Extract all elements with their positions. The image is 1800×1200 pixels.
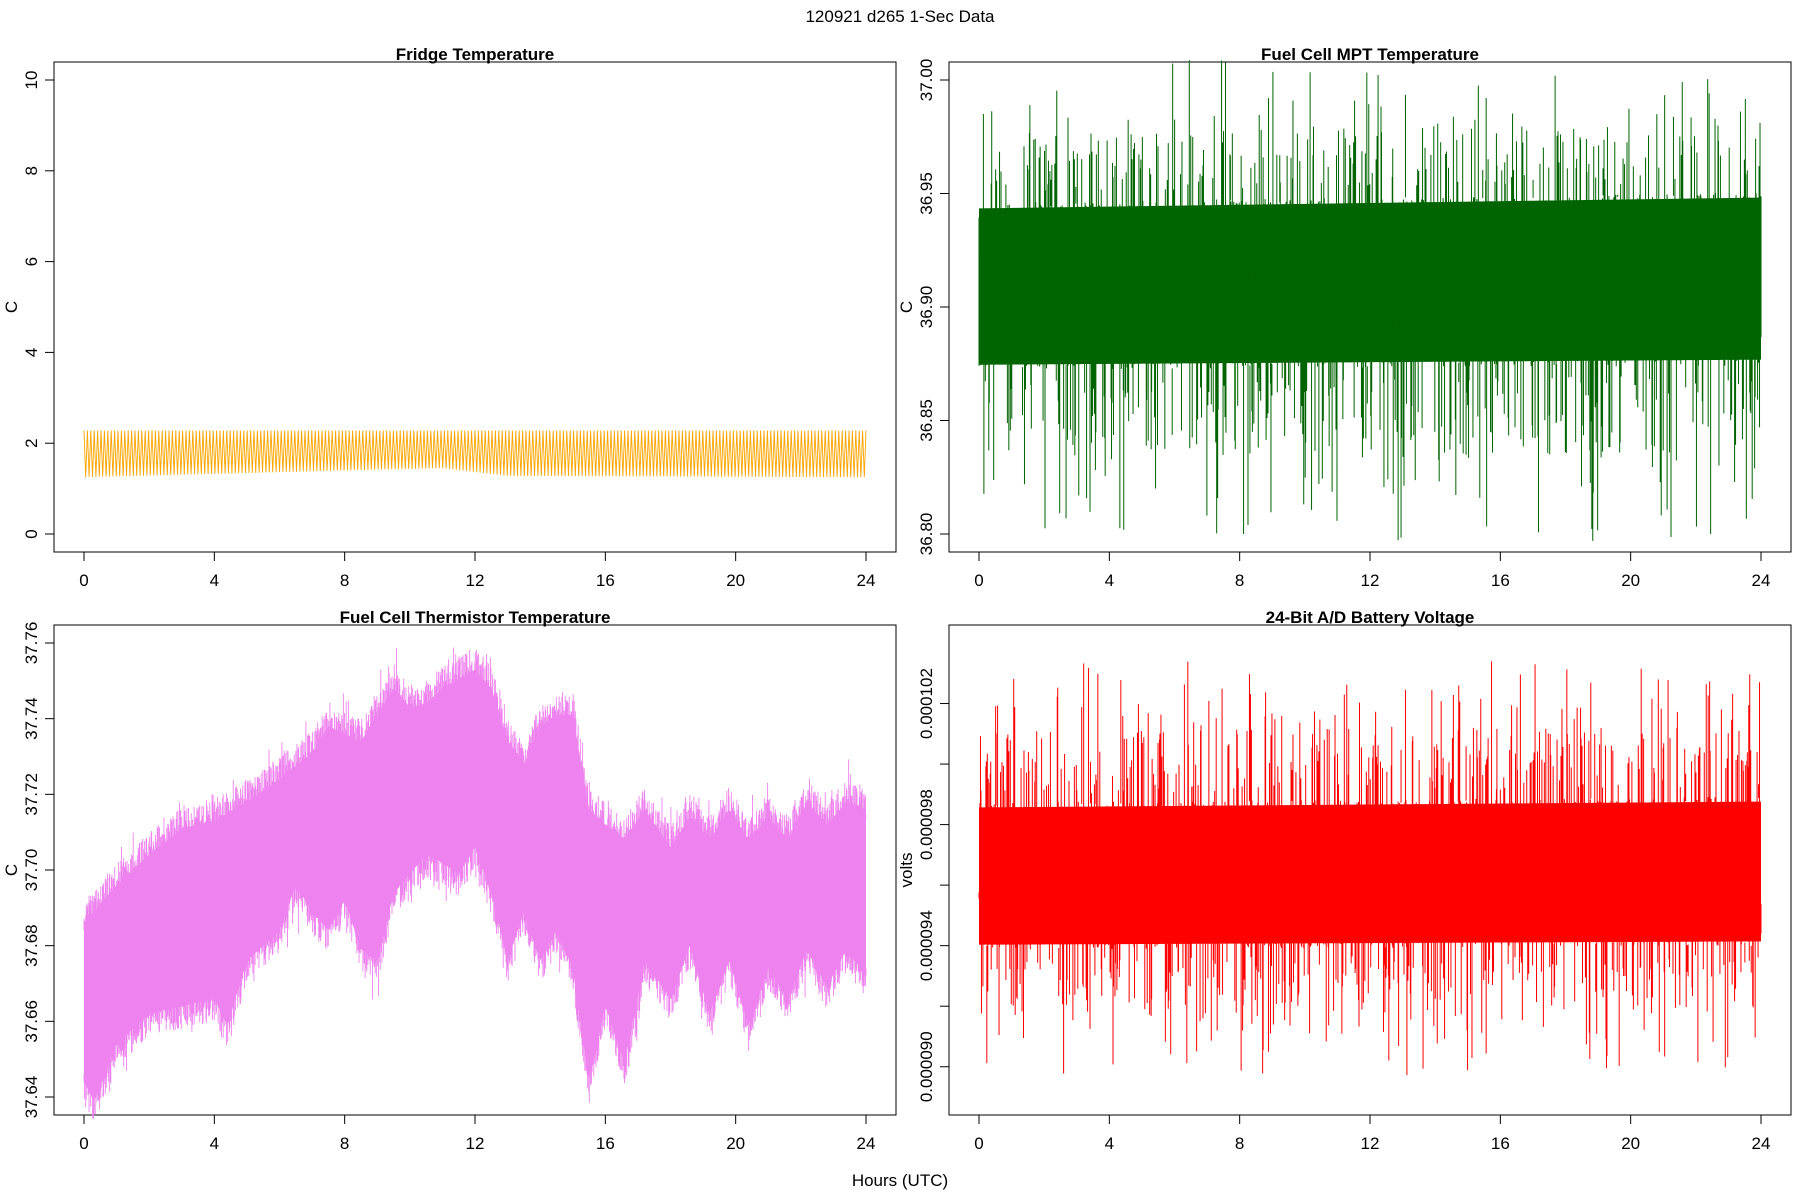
y-tick-label: 4 [22, 348, 41, 357]
y-tick-label: 8 [22, 166, 41, 175]
y-axis: 0.000090 0.000094 0.000098 0.000102 [917, 668, 950, 1102]
y-axis-label: volts [897, 853, 916, 888]
x-tick-label: 24 [857, 1134, 876, 1153]
y-tick-label: 36.80 [917, 513, 936, 556]
x-tick-label: 16 [596, 1134, 615, 1153]
x-tick-label: 8 [1235, 571, 1244, 590]
y-tick-label: 37.72 [22, 773, 41, 816]
x-tick-label: 24 [1752, 1134, 1771, 1153]
x-tick-label: 0 [79, 1134, 88, 1153]
y-tick-label: 37.70 [22, 849, 41, 892]
y-tick-label: 0.000102 [917, 668, 936, 739]
y-tick-label: 37.66 [22, 1000, 41, 1043]
series-line [978, 661, 1762, 1076]
y-tick-label: 2 [22, 438, 41, 447]
x-axis: 0 4 8 12 16 20 24 [974, 551, 1771, 590]
x-tick-label: 0 [974, 1134, 983, 1153]
x-tick-label: 20 [1621, 1134, 1640, 1153]
x-tick-label: 8 [340, 1134, 349, 1153]
panel-title: Fuel Cell MPT Temperature [1261, 45, 1479, 64]
x-tick-label: 12 [1361, 571, 1380, 590]
y-tick-label: 0 [22, 529, 41, 538]
x-tick-label: 20 [726, 1134, 745, 1153]
x-axis: 0 4 8 12 16 20 24 [79, 551, 876, 590]
x-tick-label: 16 [596, 571, 615, 590]
x-tick-label: 4 [1105, 571, 1114, 590]
x-tick-label: 8 [1235, 1134, 1244, 1153]
figure-xlabel: Hours (UTC) [852, 1171, 948, 1190]
panel-title: 24-Bit A/D Battery Voltage [1266, 608, 1475, 627]
x-tick-label: 16 [1491, 571, 1510, 590]
y-tick-label: 36.95 [917, 172, 936, 215]
y-tick-label: 10 [22, 71, 41, 90]
x-axis: 0 4 8 12 16 20 24 [974, 1114, 1771, 1153]
x-tick-label: 20 [726, 571, 745, 590]
x-tick-label: 4 [210, 1134, 219, 1153]
x-tick-label: 0 [79, 571, 88, 590]
x-tick-label: 12 [1361, 1134, 1380, 1153]
y-tick-label: 0.000098 [917, 789, 936, 860]
y-tick-label: 36.85 [917, 399, 936, 442]
panel-thermistor-temperature: Fuel Cell Thermistor Temperature C 0 4 8 12… [2, 608, 897, 1153]
y-axis: 37.64 37.66 37.68 37.70 37.72 37.74 37.76 [22, 622, 55, 1119]
data-series [83, 430, 867, 478]
data-series [978, 661, 1762, 1076]
y-tick-label: 37.74 [22, 697, 41, 740]
panel-mpt-temperature: Fuel Cell MPT Temperature C 0 4 8 12 16 20 24 … [897, 45, 1792, 590]
y-tick-label: 37.76 [22, 622, 41, 665]
y-tick-label: 36.90 [917, 286, 936, 329]
y-axis: 36.80 36.85 36.90 36.95 37.00 [917, 59, 950, 556]
panel-title: Fuel Cell Thermistor Temperature [340, 608, 611, 627]
series-line [83, 430, 867, 478]
x-tick-label: 24 [1752, 571, 1771, 590]
y-tick-label: 0.000090 [917, 1031, 936, 1102]
x-tick-label: 16 [1491, 1134, 1510, 1153]
x-tick-label: 24 [857, 571, 876, 590]
data-series [83, 647, 867, 1119]
y-tick-label: 37.68 [22, 924, 41, 967]
figure-title: 120921 d265 1-Sec Data [805, 7, 995, 26]
plot-frame [53, 61, 897, 553]
x-tick-label: 4 [210, 571, 219, 590]
data-series [978, 60, 1762, 541]
x-tick-label: 8 [340, 571, 349, 590]
y-tick-label: 37.64 [22, 1076, 41, 1119]
series-line [83, 647, 867, 1119]
series-line [978, 60, 1762, 541]
y-axis: 0 2 4 6 8 10 [22, 71, 55, 539]
y-axis-label: C [2, 864, 21, 876]
panel-title: Fridge Temperature [396, 45, 554, 64]
y-axis-label: C [2, 301, 21, 313]
x-tick-label: 12 [466, 1134, 485, 1153]
y-tick-label: 0.000094 [917, 910, 936, 981]
x-axis: 0 4 8 12 16 20 24 [79, 1114, 876, 1153]
x-tick-label: 0 [974, 571, 983, 590]
y-axis-label: C [897, 301, 916, 313]
x-tick-label: 20 [1621, 571, 1640, 590]
x-tick-label: 12 [466, 571, 485, 590]
x-tick-label: 4 [1105, 1134, 1114, 1153]
y-tick-label: 37.00 [917, 59, 936, 102]
y-tick-label: 6 [22, 257, 41, 266]
panel-battery-voltage: 24-Bit A/D Battery Voltage volts 0 4 8 12 16… [897, 608, 1792, 1153]
